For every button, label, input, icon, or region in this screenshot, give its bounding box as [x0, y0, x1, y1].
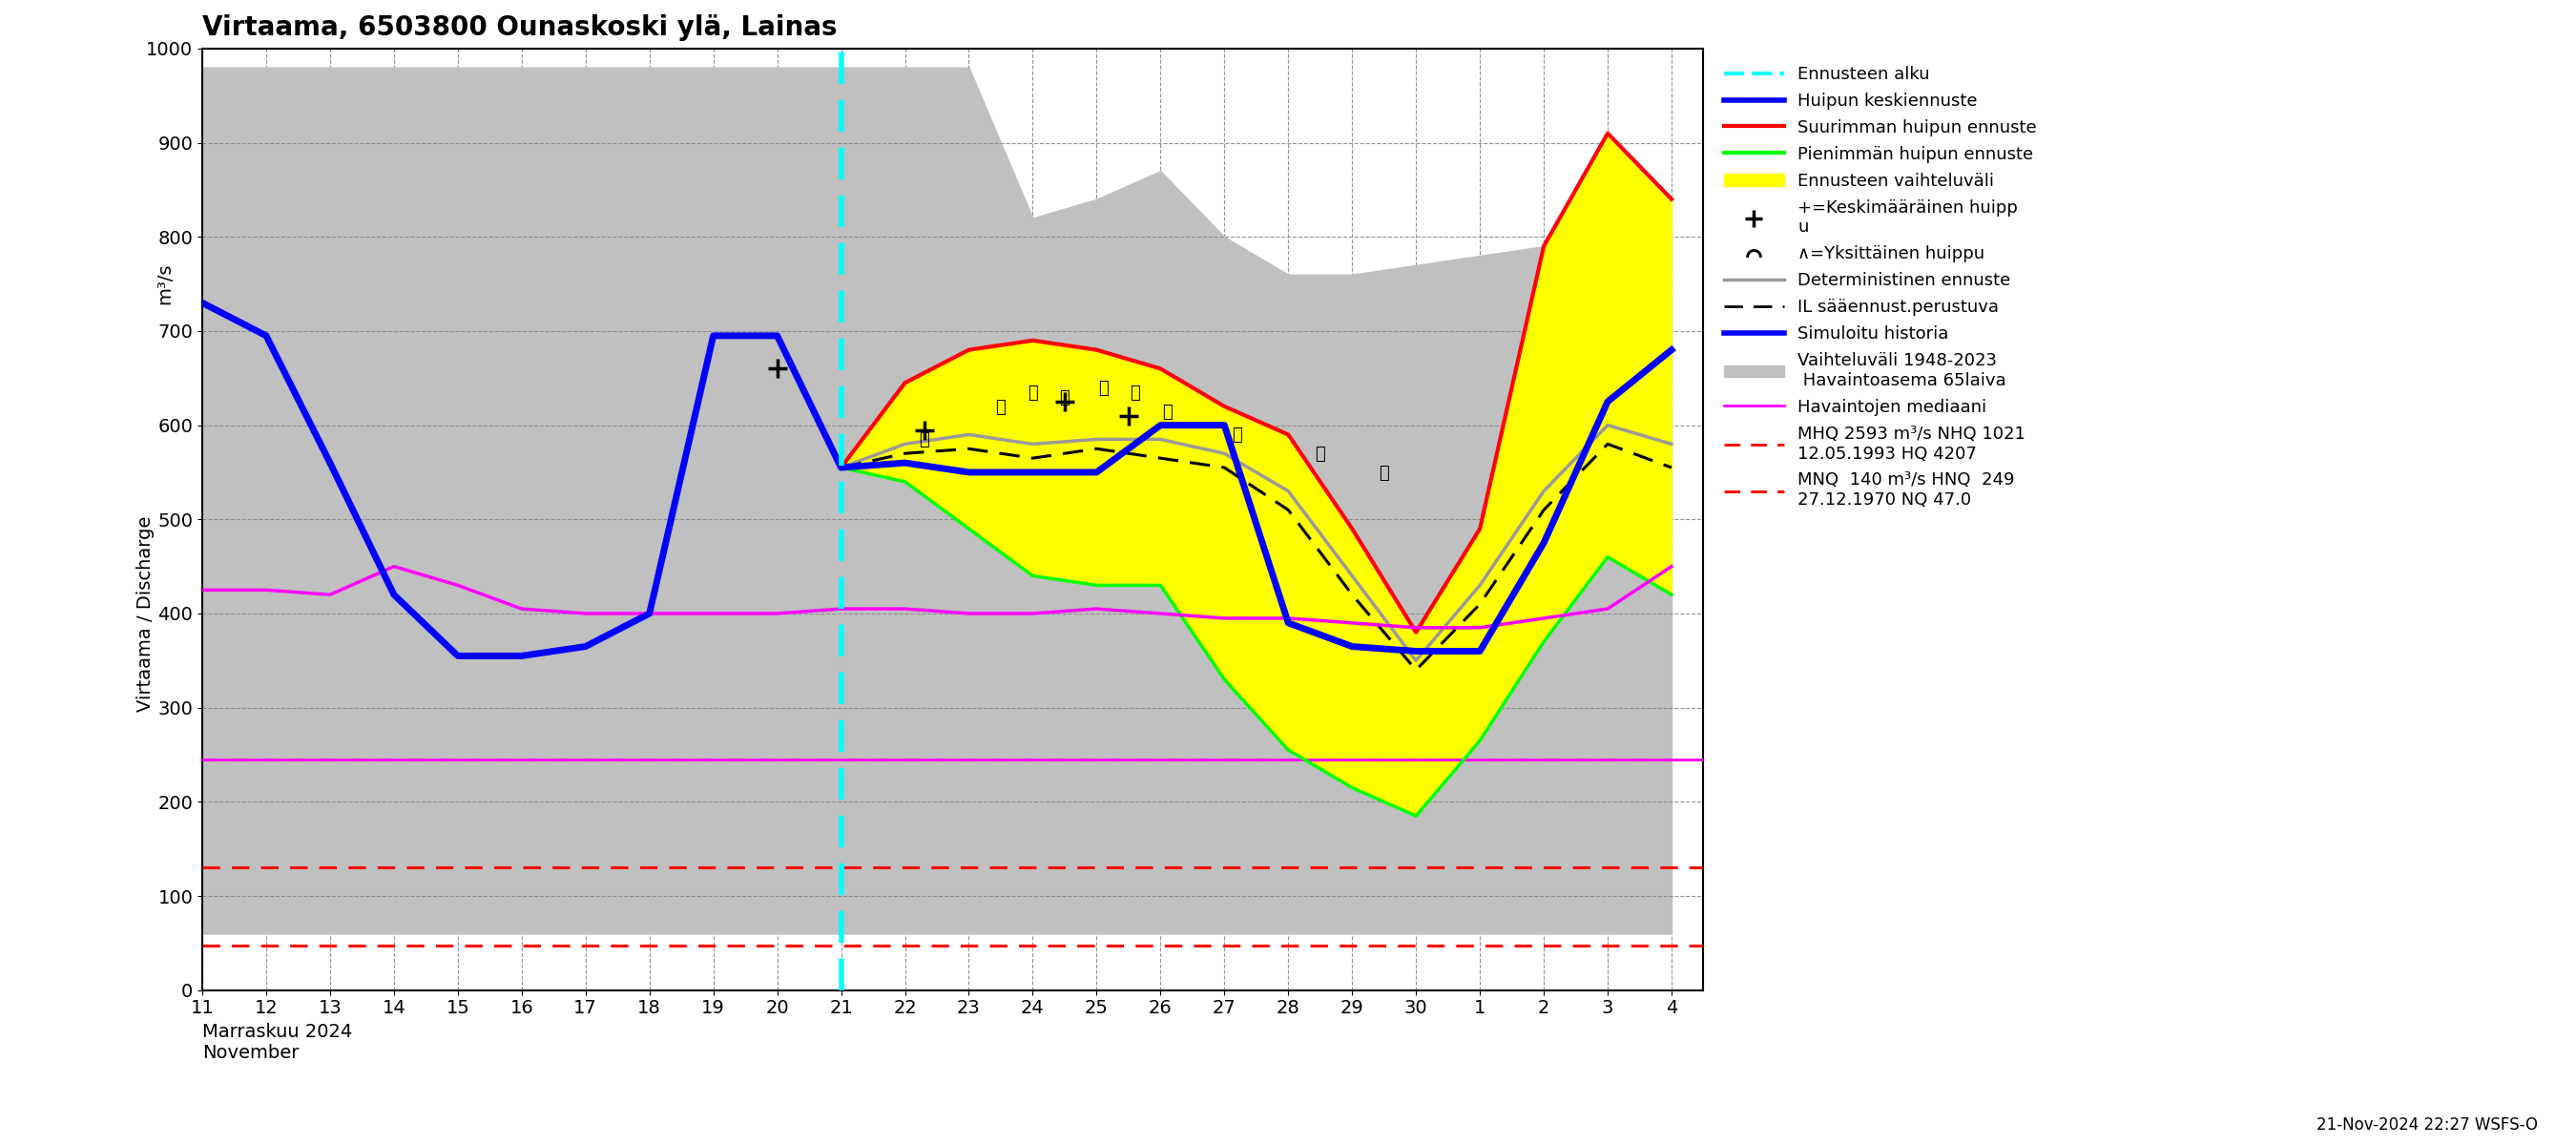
Text: ⌒: ⌒ — [1131, 385, 1141, 402]
Text: ⌒: ⌒ — [1097, 380, 1108, 397]
Text: ⌒: ⌒ — [1316, 445, 1324, 463]
Text: ⌒: ⌒ — [997, 398, 1005, 416]
Text: ⌒: ⌒ — [920, 432, 930, 449]
Text: Virtaama / Discharge: Virtaama / Discharge — [137, 515, 155, 711]
Text: ⌒: ⌒ — [1059, 389, 1069, 406]
Text: ⌒: ⌒ — [1378, 465, 1388, 482]
Text: m³/s: m³/s — [155, 263, 173, 305]
Text: ⌒: ⌒ — [1231, 427, 1242, 444]
Text: ⌒: ⌒ — [1162, 403, 1172, 420]
X-axis label: Marraskuu 2024
November: Marraskuu 2024 November — [204, 1022, 353, 1063]
Legend: Ennusteen alku, Huipun keskiennuste, Suurimman huipun ennuste, Pienimmän huipun : Ennusteen alku, Huipun keskiennuste, Suu… — [1716, 57, 2045, 518]
Text: Virtaama, 6503800 Ounaskoski ylä, Lainas: Virtaama, 6503800 Ounaskoski ylä, Lainas — [204, 14, 837, 41]
Text: 21-Nov-2024 22:27 WSFS-O: 21-Nov-2024 22:27 WSFS-O — [2316, 1116, 2537, 1134]
Text: ⌒: ⌒ — [1028, 385, 1038, 402]
